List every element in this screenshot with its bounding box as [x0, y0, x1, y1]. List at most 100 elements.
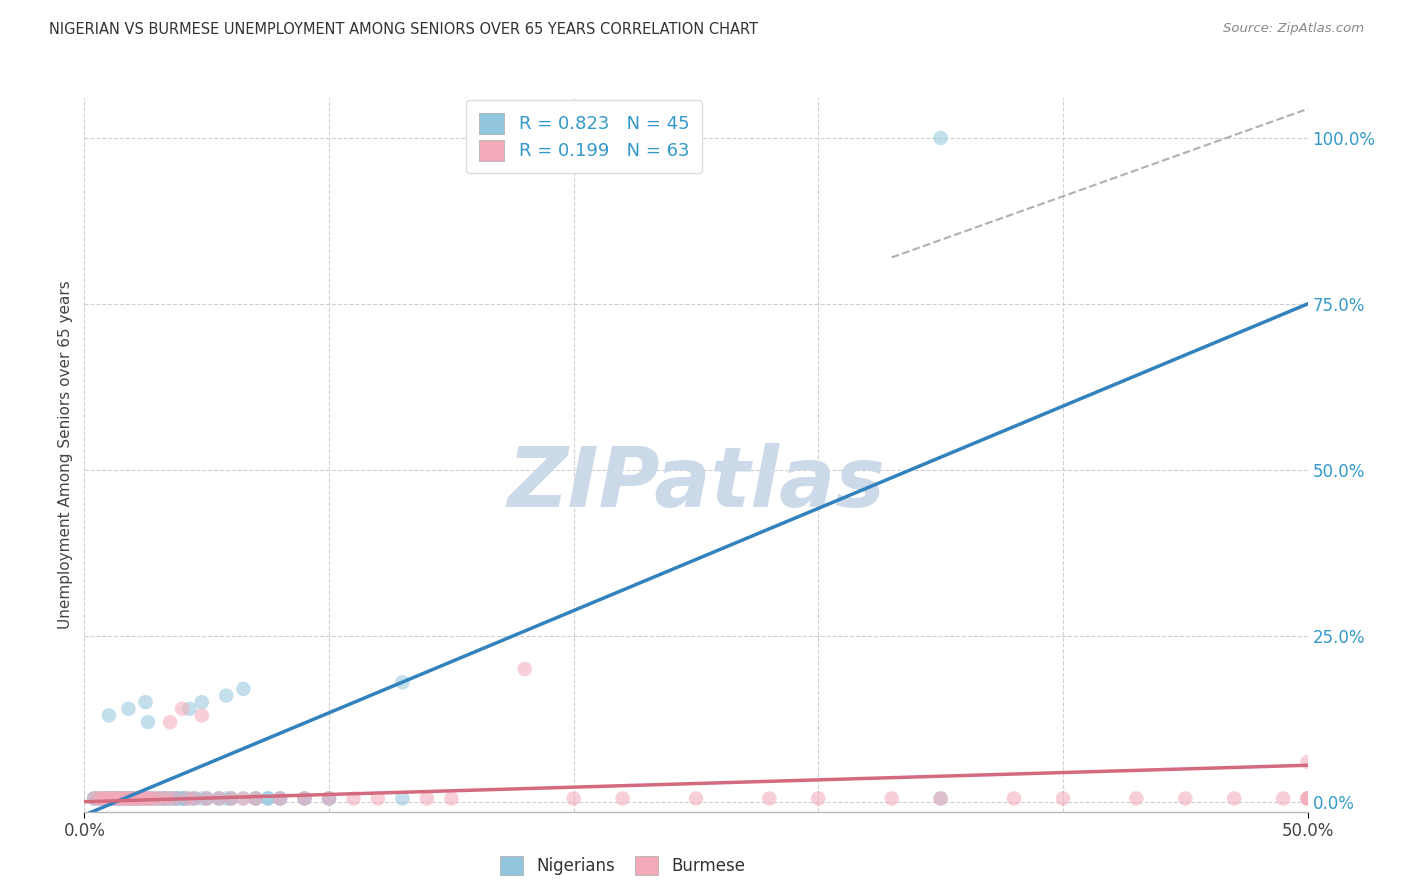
Point [125, 791, 148, 805]
Point [391, 791, 413, 805]
Point [269, 791, 291, 805]
Point [685, 791, 707, 805]
Point [172, 791, 194, 805]
Point [153, 791, 176, 805]
Point [87, 791, 110, 805]
Point [513, 662, 536, 676]
Point [117, 791, 139, 805]
Point [195, 791, 218, 805]
Legend: Nigerians, Burmese: Nigerians, Burmese [489, 847, 755, 886]
Point [245, 791, 267, 805]
Point [562, 791, 585, 805]
Point [125, 791, 148, 805]
Point [416, 791, 439, 805]
Point [142, 791, 165, 805]
Point [117, 791, 139, 805]
Point [83, 791, 105, 805]
Point [215, 791, 238, 805]
Point [1052, 791, 1074, 805]
Point [269, 791, 291, 805]
Point [172, 791, 194, 805]
Point [129, 791, 152, 805]
Point [83, 791, 105, 805]
Point [152, 791, 174, 805]
Point [612, 791, 634, 805]
Point [179, 702, 201, 716]
Point [294, 791, 316, 805]
Point [440, 791, 463, 805]
Point [110, 791, 132, 805]
Point [269, 791, 291, 805]
Point [127, 791, 149, 805]
Point [120, 791, 142, 805]
Point [112, 791, 135, 805]
Point [120, 791, 142, 805]
Point [136, 791, 159, 805]
Point [136, 791, 159, 805]
Point [132, 791, 155, 805]
Point [232, 681, 254, 696]
Point [163, 791, 186, 805]
Point [195, 791, 218, 805]
Point [117, 702, 139, 716]
Point [257, 791, 280, 805]
Text: Source: ZipAtlas.com: Source: ZipAtlas.com [1223, 22, 1364, 36]
Point [129, 791, 152, 805]
Point [191, 708, 214, 723]
Point [257, 791, 280, 805]
Point [96, 791, 118, 805]
Point [83, 791, 105, 805]
Point [166, 791, 188, 805]
Point [100, 791, 122, 805]
Text: NIGERIAN VS BURMESE UNEMPLOYMENT AMONG SENIORS OVER 65 YEARS CORRELATION CHART: NIGERIAN VS BURMESE UNEMPLOYMENT AMONG S… [49, 22, 758, 37]
Point [1223, 791, 1246, 805]
Point [129, 791, 152, 805]
Point [120, 791, 142, 805]
Point [173, 791, 195, 805]
Point [1296, 791, 1319, 805]
Point [219, 791, 242, 805]
Point [179, 791, 201, 805]
Point [127, 791, 149, 805]
Point [166, 791, 188, 805]
Point [97, 791, 120, 805]
Point [215, 689, 238, 703]
Point [208, 791, 231, 805]
Point [156, 791, 179, 805]
Point [153, 791, 176, 805]
Point [1296, 791, 1319, 805]
Point [115, 791, 138, 805]
Text: ZIPatlas: ZIPatlas [508, 443, 884, 524]
Point [87, 791, 110, 805]
Point [112, 791, 135, 805]
Point [929, 791, 952, 805]
Point [318, 791, 340, 805]
Point [880, 791, 903, 805]
Point [110, 791, 132, 805]
Point [135, 695, 157, 709]
Point [96, 791, 118, 805]
Point [183, 791, 205, 805]
Point [87, 791, 110, 805]
Point [758, 791, 780, 805]
Point [93, 791, 115, 805]
Point [139, 791, 162, 805]
Point [125, 791, 148, 805]
Point [163, 791, 186, 805]
Point [294, 791, 316, 805]
Point [183, 791, 205, 805]
Point [929, 791, 952, 805]
Point [107, 791, 129, 805]
Point [294, 791, 316, 805]
Point [100, 791, 122, 805]
Point [318, 791, 340, 805]
Point [146, 791, 169, 805]
Point [135, 791, 157, 805]
Point [135, 791, 157, 805]
Point [159, 715, 181, 730]
Point [100, 791, 122, 805]
Point [208, 791, 231, 805]
Point [107, 791, 129, 805]
Point [142, 791, 165, 805]
Point [115, 791, 138, 805]
